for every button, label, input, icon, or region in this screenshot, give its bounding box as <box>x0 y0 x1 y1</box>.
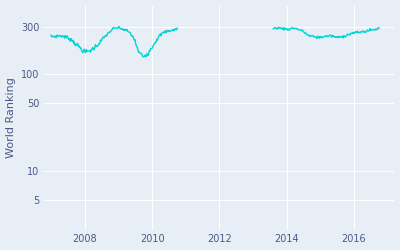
Y-axis label: World Ranking: World Ranking <box>6 77 16 158</box>
